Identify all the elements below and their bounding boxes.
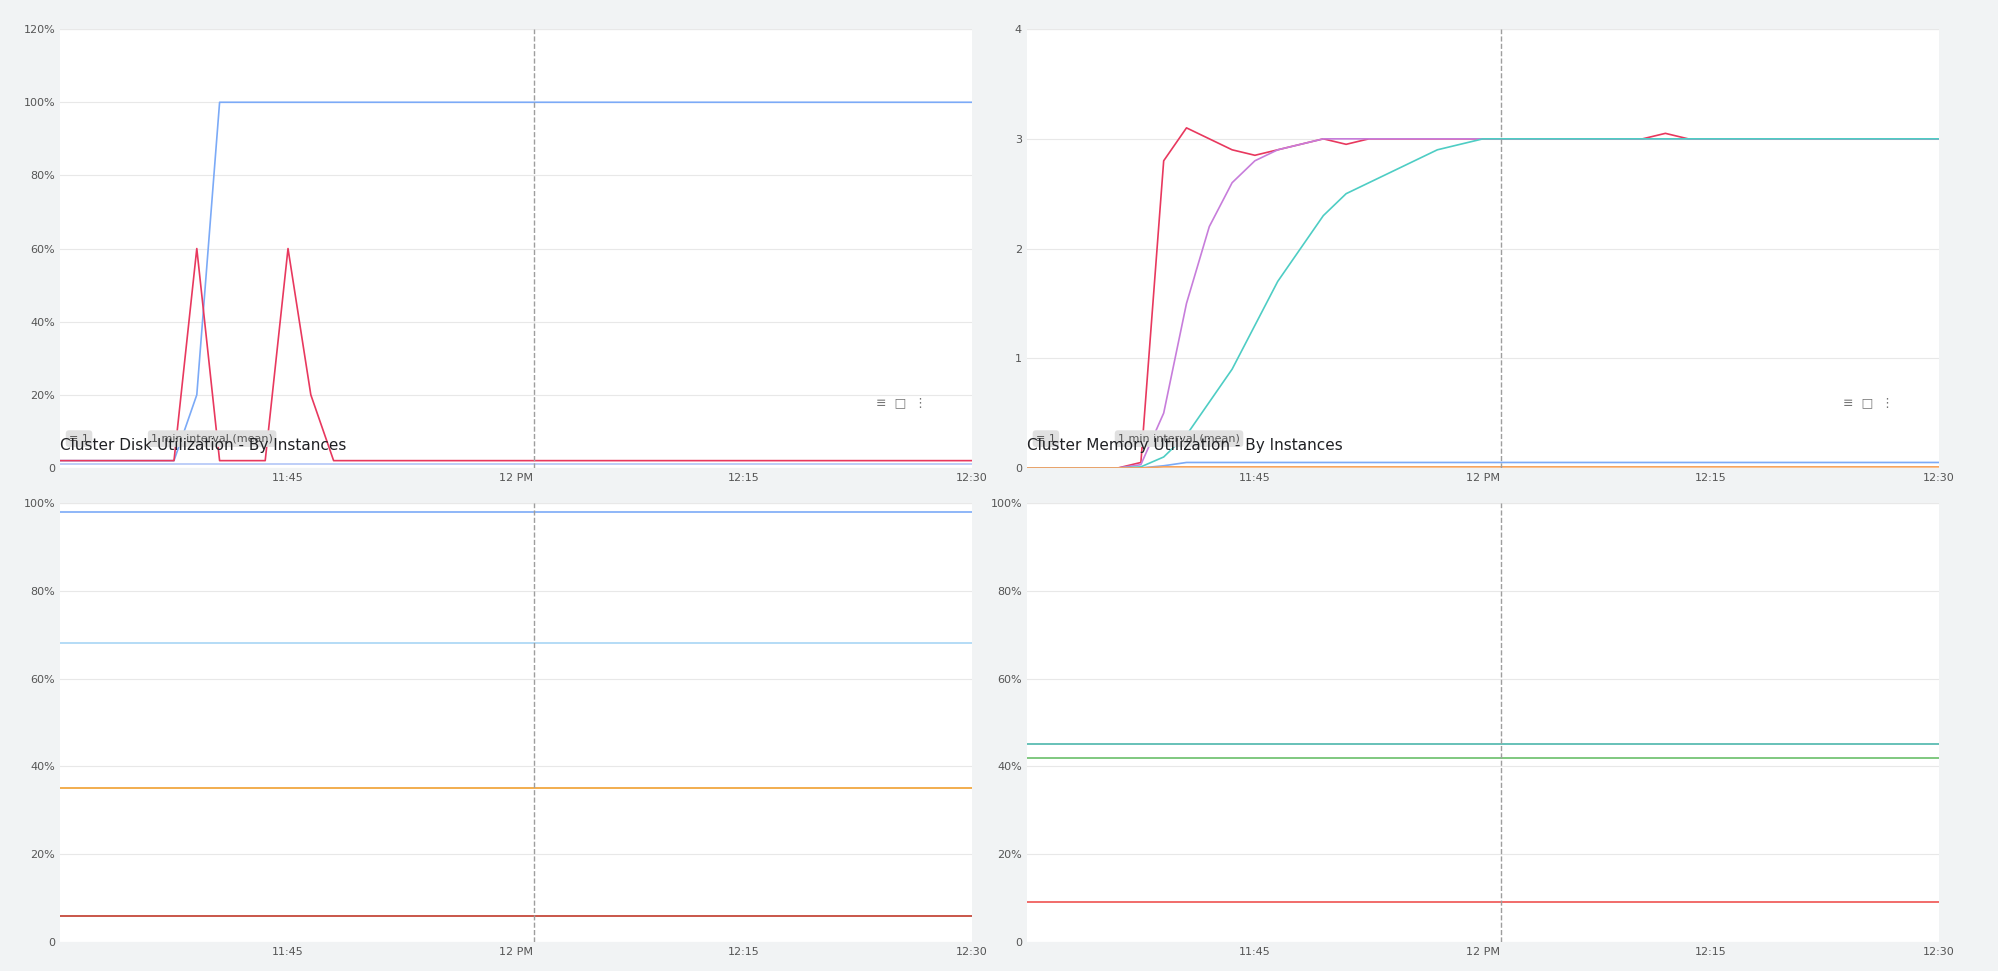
Text: 1 min interval (mean): 1 min interval (mean) [152,434,274,444]
Text: Cluster Memory Utilization - By Instances: Cluster Memory Utilization - By Instance… [1027,438,1343,453]
Text: ≡  □  ⋮: ≡ □ ⋮ [875,396,925,410]
Text: ≡ 1: ≡ 1 [1035,434,1055,444]
Text: 1 min interval (mean): 1 min interval (mean) [1117,434,1239,444]
Text: ≡  □  ⋮: ≡ □ ⋮ [1842,396,1892,410]
Text: Cluster Disk Utilization - By Instances: Cluster Disk Utilization - By Instances [60,438,346,453]
Text: ≡ 1: ≡ 1 [70,434,90,444]
